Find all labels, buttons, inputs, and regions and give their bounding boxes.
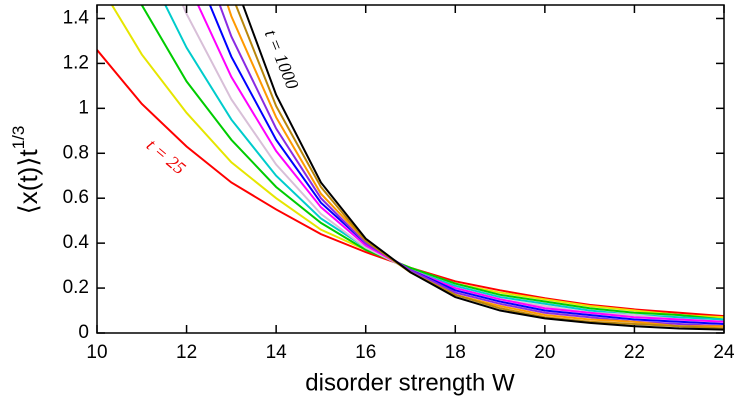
- x-tick-label: 10: [86, 342, 107, 363]
- series-line: [181, 5, 724, 323]
- y-label-main: ⟨x(t)⟩t: [13, 149, 43, 215]
- x-tick-label: 22: [624, 342, 645, 363]
- x-tick-label: 20: [534, 342, 555, 363]
- plot-frame: [96, 4, 725, 334]
- y-axis-label: ⟨x(t)⟩t1/3: [9, 126, 42, 215]
- series-line: [97, 49, 724, 318]
- x-tick-label: 18: [445, 342, 466, 363]
- y-tick-label: 0.8: [63, 142, 89, 163]
- x-tick-label: 12: [176, 342, 197, 363]
- series-line: [241, 5, 724, 331]
- y-tick-label: 0.6: [63, 187, 89, 208]
- y-tick-label: 1.4: [63, 7, 90, 28]
- x-tick-label: 16: [355, 342, 376, 363]
- x-tick-label: 24: [713, 342, 735, 363]
- y-tick-label: 1: [78, 97, 89, 118]
- plot-lines: [97, 5, 724, 331]
- series-line: [208, 5, 724, 326]
- y-tick-label: 1.2: [63, 52, 89, 73]
- series-line: [234, 5, 724, 330]
- y-tick-label: 0.2: [63, 277, 89, 298]
- series-line: [140, 5, 724, 321]
- series-line: [196, 5, 724, 323]
- y-label-exponent: 1/3: [9, 126, 28, 150]
- annotation: t = 25: [143, 135, 190, 179]
- y-tick-label: 0: [78, 322, 89, 343]
- series-line: [218, 5, 724, 328]
- x-tick-label: 14: [266, 342, 288, 363]
- y-tick-label: 0.4: [63, 232, 90, 253]
- x-axis-label: disorder strength W: [305, 369, 515, 396]
- series-line: [226, 5, 724, 328]
